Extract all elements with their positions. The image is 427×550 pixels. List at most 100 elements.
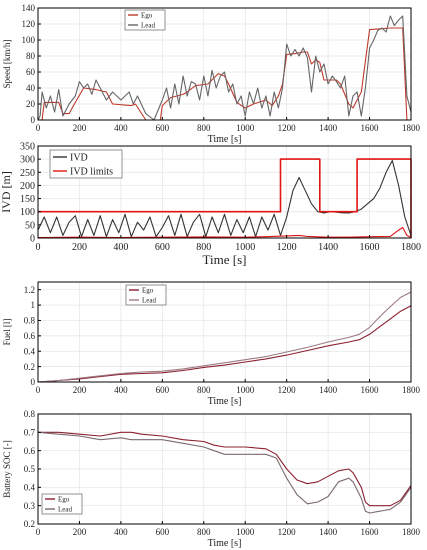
legend-label: Ego [142,286,154,294]
x-tick-label: 1800 [401,242,421,253]
x-tick-label: 200 [73,123,87,133]
chart-panel-4: 0 200 400 600 800 1000 1200 1400 1600 1800 0.2 0.3 0… [2,409,421,549]
x-tick-label: 400 [113,242,128,253]
chart-panel-2: 0 200 400 600 800 1000 1200 1400 1600 18000501001… [0,142,421,268]
x-axis-label: Time [s] [208,538,242,549]
y-tick-label: 1 [31,300,36,310]
x-tick-label: 1400 [319,385,338,395]
x-tick-label: 1600 [360,242,380,253]
y-tick-label: 140 [22,3,36,13]
legend-label: IVD [70,153,88,164]
y-tick-label: 0 [31,115,36,125]
y-tick-label: 300 [20,155,35,166]
x-tick-label: 200 [73,385,87,395]
plot-frame [37,7,412,121]
y-tick-label: 0.6 [24,331,36,341]
y-tick-label: 40 [26,83,36,93]
x-tick-label: 1400 [318,242,338,253]
y-tick-label: 0 [31,377,36,387]
x-tick-label: 1000 [236,527,255,537]
plot-frame [37,145,412,239]
x-tick-label: 0 [36,527,41,537]
x-axis-label: Time [s] [208,134,242,145]
x-tick-label: 1600 [361,123,380,133]
y-tick-label: 0.4 [24,482,36,492]
series-line-lead [37,431,412,514]
x-tick-label: 600 [155,242,170,253]
x-tick-label: 400 [114,385,128,395]
x-tick-label: 1800 [402,527,421,537]
x-tick-label: 1800 [402,385,421,395]
x-tick-label: 1000 [236,385,255,395]
legend [49,149,123,179]
y-tick-label: 200 [20,181,35,192]
x-tick-label: 0 [36,385,41,395]
y-tick-label: 60 [26,67,36,77]
x-tick-label: 200 [72,242,87,253]
y-tick-label: 1.2 [24,285,35,295]
y-tick-label: 0 [30,234,35,245]
y-tick-label: 0.2 [24,362,35,372]
x-axis-label: Time [s] [208,396,242,407]
y-tick-label: 0.2 [24,519,35,529]
y-axis-label: IVD [m] [0,171,13,213]
series-line-unnamed [37,226,412,239]
y-tick-label: 150 [20,194,35,205]
x-tick-label: 1600 [361,385,380,395]
y-tick-label: 0.6 [24,446,36,456]
chart-panel-3: 0 200 400 600 800 1000 1200 1400 1600 1800 0 0.2 0.4… [2,281,421,407]
x-tick-label: 800 [197,527,211,537]
y-tick-label: 120 [22,19,36,29]
y-tick-label: 20 [26,99,36,109]
y-tick-label: 100 [22,35,36,45]
y-tick-label: 80 [26,51,36,61]
x-tick-label: 1600 [361,527,380,537]
x-tick-label: 1200 [277,242,297,253]
y-tick-label: 0.8 [24,316,36,326]
legend-label: Ego [141,11,153,19]
legend-label: Lead [58,505,72,513]
y-axis-label: Speed [km/h] [2,40,12,89]
y-tick-label: 50 [25,220,35,231]
legend-label: Lead [142,296,156,304]
x-tick-label: 1400 [319,123,338,133]
x-tick-label: 0 [36,123,41,133]
y-axis-label: Fuel [l] [2,319,12,346]
x-tick-label: 800 [197,123,211,133]
y-tick-label: 100 [20,207,35,218]
legend-label: Lead [141,21,155,29]
x-tick-label: 1000 [236,123,255,133]
x-tick-label: 400 [114,527,128,537]
x-tick-label: 400 [114,123,128,133]
legend-label: IVD limits [70,167,113,178]
series-line-ego [38,27,411,121]
x-tick-label: 1200 [278,385,297,395]
plot-frame [37,281,412,383]
x-tick-label: 1200 [278,123,297,133]
chart-panel-1: 0 200 400 600 800 1000 1200 1400 1600 1800 0 20 40 60… [2,3,421,145]
series-line-lead [37,291,412,383]
x-tick-label: 1000 [235,242,255,253]
y-axis-label: Battery SOC [-] [2,440,12,498]
x-tick-label: 0 [36,242,41,253]
x-tick-label: 800 [197,385,211,395]
y-tick-label: 250 [20,168,35,179]
y-tick-label: 0.4 [24,346,36,356]
legend-label: Ego [58,495,70,503]
x-tick-label: 200 [73,527,87,537]
y-tick-label: 0.8 [24,409,36,419]
series-line-ivd [37,159,412,238]
x-tick-label: 600 [156,527,170,537]
y-tick-label: 0.3 [24,501,36,511]
y-tick-label: 0.5 [24,464,36,474]
series-line-ivd-limits [38,158,412,238]
x-tick-label: 1200 [278,527,297,537]
y-tick-label: 0.7 [24,427,36,437]
x-tick-label: 1800 [402,123,421,133]
x-axis-label: Time [s] [203,252,247,267]
x-tick-label: 800 [196,242,211,253]
x-tick-label: 1400 [319,527,338,537]
series-line-ego [38,431,412,507]
x-tick-label: 600 [156,123,170,133]
series-line-ego [37,305,412,383]
